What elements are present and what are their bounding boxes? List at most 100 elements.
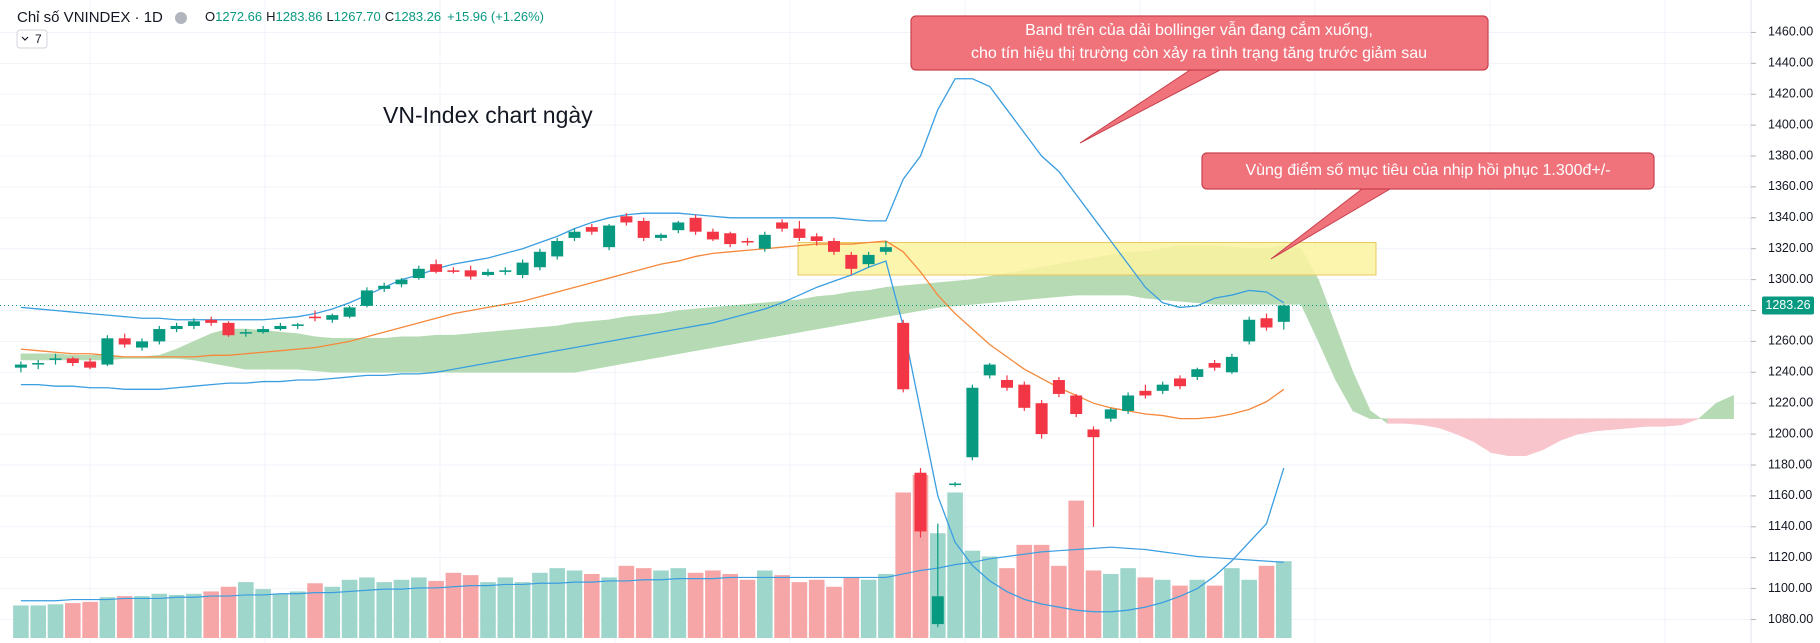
last-price-label: 1283.26 xyxy=(1765,298,1810,312)
volume-bar xyxy=(687,572,704,638)
cloud-segment xyxy=(1508,418,1527,457)
volume-bar xyxy=(376,582,392,638)
cloud-segment xyxy=(850,290,869,324)
cloud-segment xyxy=(643,313,662,361)
candle-body xyxy=(1035,403,1048,435)
volume-bar xyxy=(497,577,514,638)
low-value: 1267.70 xyxy=(334,9,381,24)
cloud-segment xyxy=(920,282,939,311)
cloud-segment xyxy=(435,334,454,373)
cloud-segment xyxy=(626,314,645,364)
volume-bar xyxy=(307,583,323,638)
volume-bar xyxy=(618,565,635,638)
candle-body xyxy=(1001,380,1013,388)
candle-body xyxy=(845,254,858,269)
y-tick-label: 1460.00 xyxy=(1768,25,1813,39)
target-zone xyxy=(797,242,1377,276)
candle-body xyxy=(1277,305,1290,322)
volume-bar xyxy=(532,572,548,638)
cloud-segment xyxy=(833,291,852,327)
cloud-segment xyxy=(539,325,558,373)
y-tick-label: 1080.00 xyxy=(1768,612,1813,626)
candle-body xyxy=(793,228,806,238)
volume-bar xyxy=(428,580,444,638)
candle-body xyxy=(810,236,823,241)
volume-bar xyxy=(1085,570,1102,638)
cloud-segment xyxy=(1629,418,1648,429)
y-tick-label: 1180.00 xyxy=(1768,457,1812,471)
volume-bar xyxy=(584,573,600,638)
candle-body xyxy=(706,231,719,240)
chevron-icon xyxy=(21,36,29,41)
candle-body xyxy=(879,247,892,252)
y-tick-label: 1240.00 xyxy=(1768,365,1813,379)
candle-body xyxy=(360,290,373,306)
candle-body xyxy=(482,271,494,275)
candle-body xyxy=(1225,356,1238,373)
y-tick-label: 1120.00 xyxy=(1768,550,1812,564)
annotation-text: Band trên của dải bollinger vẫn đang cắm… xyxy=(1025,20,1373,39)
volume-bar xyxy=(1051,565,1067,638)
candle-body xyxy=(949,483,962,486)
candle-body xyxy=(931,596,944,625)
cloud-segment xyxy=(677,308,696,355)
volume-bar xyxy=(826,586,842,638)
candle-body xyxy=(412,268,425,279)
y-tick-label: 1400.00 xyxy=(1768,117,1813,131)
y-tick-label: 1160.00 xyxy=(1768,488,1812,502)
volume-bar xyxy=(705,570,721,638)
cloud-segment xyxy=(262,330,281,370)
indicator-toggle[interactable] xyxy=(16,29,48,49)
candle-body xyxy=(205,319,218,323)
cloud-segment xyxy=(1681,418,1700,426)
volume-bar xyxy=(134,596,150,638)
volume-bar xyxy=(895,492,911,638)
bollinger-lower xyxy=(20,260,1285,613)
candle-body xyxy=(395,279,408,285)
cloud-segment xyxy=(868,286,887,321)
cloud-segment xyxy=(504,328,523,373)
candle-body xyxy=(1070,395,1083,415)
candle-body xyxy=(49,358,62,360)
l-label: L xyxy=(327,9,334,24)
candle-body xyxy=(430,264,443,272)
candle-body xyxy=(170,325,183,330)
y-tick-label: 1440.00 xyxy=(1768,56,1813,70)
volume-bar xyxy=(1068,500,1084,638)
y-tick-label: 1320.00 xyxy=(1768,241,1813,255)
volume-bar xyxy=(30,605,46,638)
indicator-count: 7 xyxy=(35,32,42,46)
volume-bar xyxy=(981,556,998,638)
c-label: C xyxy=(385,9,394,24)
cloud-segment xyxy=(418,334,437,373)
candle-body xyxy=(1104,409,1117,419)
volume-bar xyxy=(255,589,271,638)
candle-body xyxy=(741,240,754,243)
cloud-segment xyxy=(954,279,973,307)
candle-body xyxy=(1139,390,1152,396)
candle-body xyxy=(1208,363,1221,368)
close-value: 1283.26 xyxy=(394,9,441,24)
cloud-segment xyxy=(695,307,714,352)
cloud-segment xyxy=(1525,418,1544,457)
candle-body xyxy=(291,324,304,326)
open-value: 1272.66 xyxy=(215,9,262,24)
cloud-segment xyxy=(383,336,402,373)
volume-bar xyxy=(393,579,410,638)
candle-body xyxy=(136,341,148,348)
candle-body xyxy=(637,220,650,238)
cloud-segment xyxy=(1612,418,1631,430)
candle-body xyxy=(187,321,200,326)
volume-bar xyxy=(220,586,237,638)
volume-bar xyxy=(808,579,825,638)
volume-bar xyxy=(635,568,652,638)
volume-bar xyxy=(289,591,306,638)
volume-bar xyxy=(653,570,669,638)
volume-bar xyxy=(13,605,29,638)
volume-bar xyxy=(65,603,81,638)
volume-bar xyxy=(186,593,202,638)
cloud-segment xyxy=(747,302,766,342)
candle-body xyxy=(1156,384,1169,391)
